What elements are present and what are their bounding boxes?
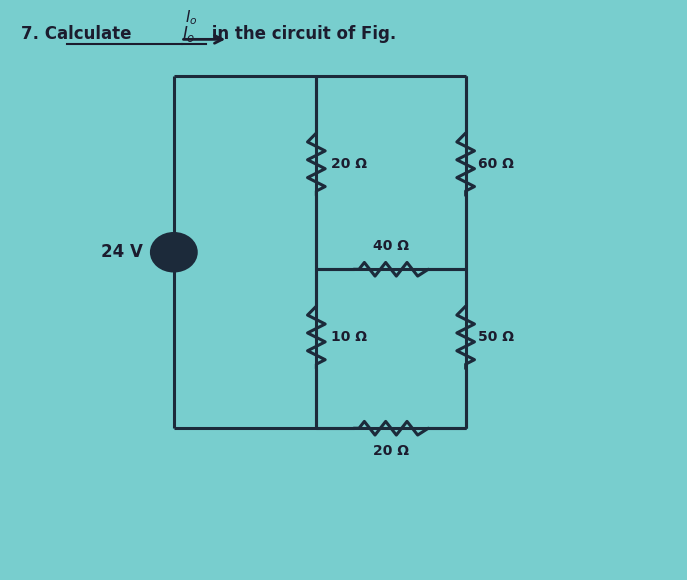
Text: 10 Ω: 10 Ω: [331, 331, 368, 345]
Text: 7. Calculate: 7. Calculate: [21, 25, 137, 43]
Text: 20 Ω: 20 Ω: [331, 157, 368, 171]
Text: 50 Ω: 50 Ω: [478, 331, 514, 345]
Text: $I_o$: $I_o$: [182, 24, 196, 44]
Text: 60 Ω: 60 Ω: [478, 157, 514, 171]
Text: in the circuit of Fig.: in the circuit of Fig.: [206, 25, 396, 43]
Circle shape: [171, 247, 177, 252]
Text: 20 Ω: 20 Ω: [373, 444, 409, 458]
Circle shape: [151, 234, 196, 271]
Text: −: −: [170, 253, 178, 263]
Text: $I_o$: $I_o$: [185, 8, 197, 27]
Text: 24 V: 24 V: [102, 243, 144, 261]
Text: 40 Ω: 40 Ω: [373, 240, 409, 253]
